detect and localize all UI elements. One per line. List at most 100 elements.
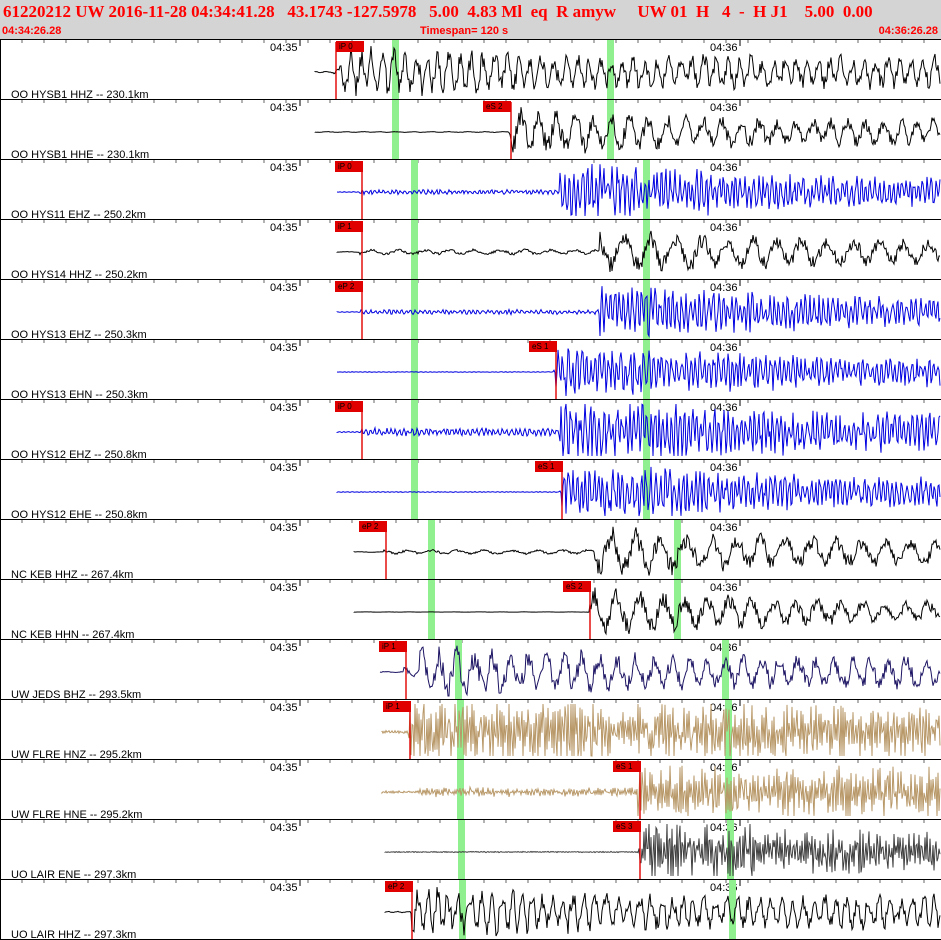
tick-0435-label: 04:35 bbox=[270, 342, 298, 354]
phase-marker bbox=[643, 460, 650, 519]
waveform bbox=[353, 526, 941, 576]
pick-label: iP 1 bbox=[382, 642, 396, 651]
pick-label-box[interactable] bbox=[385, 881, 413, 892]
pick-label-box[interactable] bbox=[529, 341, 557, 352]
station-label: OO HYS14 HHZ -- 250.2km bbox=[11, 269, 147, 281]
trace-row[interactable]: 04:35 04:36 eS 2 OO HYSB1 HHE -- 230.1km bbox=[0, 100, 941, 161]
pick-label-box[interactable] bbox=[335, 221, 363, 232]
pick-label: eP 2 bbox=[388, 882, 405, 891]
tick-0436-label: 04:36 bbox=[710, 402, 738, 414]
phase-marker bbox=[411, 220, 418, 279]
phase-marker bbox=[455, 640, 462, 699]
pick-label-box[interactable] bbox=[335, 281, 363, 292]
phase-marker bbox=[459, 880, 466, 939]
waveform bbox=[384, 823, 941, 877]
tick-0435-label: 04:35 bbox=[270, 162, 298, 174]
phase-marker bbox=[411, 460, 418, 519]
pick-label-box[interactable] bbox=[335, 161, 363, 172]
trace-row[interactable]: 04:35 04:36 eP 2 NC KEB HHZ -- 267.4km bbox=[0, 520, 941, 581]
phase-marker bbox=[643, 400, 650, 459]
station-label: OO HYS13 EHZ -- 250.3km bbox=[11, 329, 147, 341]
station-label: UO LAIR HHZ -- 297.3km bbox=[11, 929, 136, 940]
phase-marker bbox=[729, 880, 736, 939]
pick-label-box[interactable] bbox=[613, 821, 641, 832]
pick-label-box[interactable] bbox=[535, 461, 563, 472]
trace-row[interactable]: 04:35 04:36 eS 1 UW FLRE HNE -- 295.2km bbox=[0, 760, 941, 821]
phase-marker bbox=[643, 280, 650, 339]
tick-0436-label: 04:36 bbox=[710, 762, 738, 774]
phase-marker bbox=[428, 520, 435, 579]
phase-marker bbox=[722, 640, 729, 699]
seismogram-panel[interactable]: 04:35 04:36 iP 0 OO HYSB1 HHZ -- 230.1km 04:… bbox=[0, 40, 941, 940]
pick-label-box[interactable] bbox=[359, 521, 387, 532]
station-label: NC KEB HHN -- 267.4km bbox=[11, 629, 134, 641]
event-title: 61220212 UW 2016-11-28 04:34:41.28 43.17… bbox=[3, 2, 873, 21]
waveform bbox=[314, 45, 941, 97]
tick-0435-label: 04:35 bbox=[270, 642, 298, 654]
tick-0435-label: 04:35 bbox=[270, 102, 298, 114]
trace-row[interactable]: 04:35 04:36 eP 2 OO HYS13 EHZ -- 250.3km bbox=[0, 280, 941, 341]
tick-0436-label: 04:36 bbox=[710, 282, 738, 294]
pick-label: iP 0 bbox=[338, 162, 352, 171]
phase-marker bbox=[725, 700, 732, 759]
pick-label-box[interactable] bbox=[335, 401, 363, 412]
tick-0436-label: 04:36 bbox=[710, 522, 738, 534]
waveform bbox=[336, 230, 940, 273]
waveform bbox=[384, 887, 941, 937]
phase-marker bbox=[411, 160, 418, 219]
station-label: UW FLRE HNE -- 295.2km bbox=[11, 809, 142, 821]
phase-marker bbox=[411, 280, 418, 339]
pick-label-box[interactable] bbox=[483, 101, 511, 112]
trace-row[interactable]: 04:35 04:36 iP 1 OO HYS14 HHZ -- 250.2km bbox=[0, 220, 941, 281]
pick-label: eS 1 bbox=[532, 342, 549, 351]
tick-0435-label: 04:35 bbox=[270, 42, 298, 54]
pick-label-box[interactable] bbox=[613, 761, 641, 772]
station-label: OO HYS12 EHZ -- 250.8km bbox=[11, 449, 147, 461]
pick-label: iP 1 bbox=[386, 702, 400, 711]
tick-0436-label: 04:36 bbox=[710, 102, 738, 114]
waveform bbox=[336, 403, 941, 457]
tick-0436-label: 04:36 bbox=[710, 222, 738, 234]
tick-0436-label: 04:36 bbox=[710, 42, 738, 54]
tick-0436-label: 04:36 bbox=[710, 342, 738, 354]
tick-0435-label: 04:35 bbox=[270, 702, 298, 714]
trace-row[interactable]: 04:35 04:36 eS 1 OO HYS12 EHE -- 250.8km bbox=[0, 460, 941, 521]
phase-marker bbox=[392, 40, 399, 99]
tick-0436-label: 04:36 bbox=[710, 462, 738, 474]
tick-0436-label: 04:36 bbox=[710, 162, 738, 174]
pick-label: eS 3 bbox=[616, 822, 633, 831]
pick-label-box[interactable] bbox=[383, 701, 411, 712]
tick-0435-label: 04:35 bbox=[270, 222, 298, 234]
tick-0435-label: 04:35 bbox=[270, 402, 298, 414]
phase-marker bbox=[392, 100, 399, 159]
trace-row[interactable]: 04:35 04:36 iP 0 OO HYS12 EHZ -- 250.8km bbox=[0, 400, 941, 461]
timespan-label: Timespan= 120 s bbox=[420, 25, 509, 37]
trace-row[interactable]: 04:35 04:36 iP 0 OO HYSB1 HHZ -- 230.1km bbox=[0, 40, 941, 101]
tick-0435-label: 04:35 bbox=[270, 582, 298, 594]
phase-marker bbox=[607, 100, 614, 159]
tick-0435-label: 04:35 bbox=[270, 462, 298, 474]
trace-row[interactable]: 04:35 04:36 eS 2 NC KEB HHN -- 267.4km bbox=[0, 580, 941, 641]
trace-row[interactable]: 04:35 04:36 iP 0 OO HYS11 EHZ -- 250.2km bbox=[0, 160, 941, 221]
trace-row[interactable]: 04:35 04:36 eS 1 OO HYS13 EHN -- 250.3km bbox=[0, 340, 941, 401]
waveform bbox=[336, 466, 941, 517]
waveform bbox=[381, 765, 941, 817]
waveform bbox=[353, 587, 941, 636]
phase-marker bbox=[428, 580, 435, 639]
tick-0436-label: 04:36 bbox=[710, 582, 738, 594]
waveform bbox=[314, 107, 941, 154]
tick-0435-label: 04:35 bbox=[270, 882, 298, 894]
pick-label: iP 1 bbox=[338, 222, 352, 231]
waveform bbox=[336, 348, 941, 397]
tick-0435-label: 04:35 bbox=[270, 522, 298, 534]
station-label: NC KEB HHZ -- 267.4km bbox=[11, 569, 133, 581]
pick-label-box[interactable] bbox=[563, 581, 591, 592]
pick-label-box[interactable] bbox=[379, 641, 407, 652]
pick-label-box[interactable] bbox=[336, 41, 364, 52]
pick-label: eP 2 bbox=[362, 522, 379, 531]
tick-0435-label: 04:35 bbox=[270, 282, 298, 294]
